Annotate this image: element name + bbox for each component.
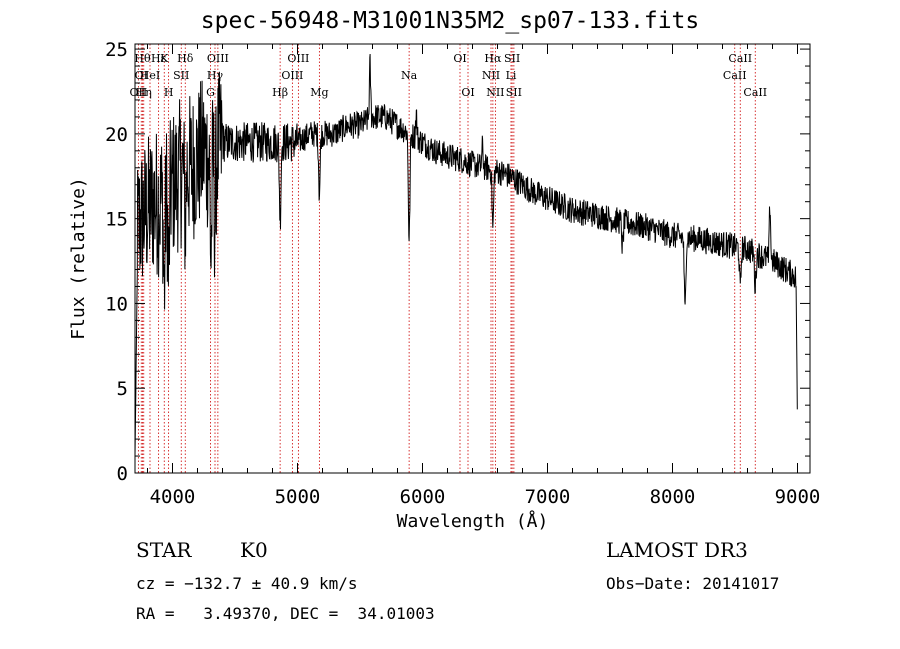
chart-title: spec-56948-M31001N35M2_sp07-133.fits — [200, 8, 700, 34]
y-tick-label: 10 — [105, 293, 128, 315]
line-label: OII — [130, 86, 148, 99]
spectrum-series — [135, 53, 798, 457]
y-tick-label: 15 — [105, 209, 128, 231]
y-axis-label: Flux (relative) — [68, 177, 89, 340]
line-label: CaII — [743, 86, 767, 99]
line-label: H — [164, 86, 174, 99]
sky-coordinates: RA = 3.49370, DEC = 34.01003 — [136, 604, 435, 623]
line-label: SII — [504, 52, 520, 65]
line-label: SII — [506, 86, 522, 99]
line-label: Hα — [484, 52, 502, 65]
y-tick-label: 20 — [105, 124, 128, 146]
line-label: SII — [173, 69, 189, 82]
line-label: G — [206, 86, 215, 99]
x-tick-label: 9000 — [775, 486, 821, 508]
line-label: Hδ — [177, 52, 194, 65]
plot-frame — [134, 43, 811, 474]
line-label: Hε — [151, 52, 167, 65]
y-tick-label: 0 — [117, 463, 128, 485]
x-tick-label: 8000 — [650, 486, 696, 508]
line-label: Mg — [310, 86, 328, 99]
object-type: STAR — [136, 538, 192, 562]
x-tick-label: 5000 — [275, 486, 321, 508]
line-label: HeI — [140, 69, 160, 82]
line-label: OIII — [287, 52, 309, 65]
line-label: OI — [461, 86, 474, 99]
line-label: OIII — [207, 52, 229, 65]
line-label: CaII — [723, 69, 747, 82]
survey-name: LAMOST DR3 — [606, 538, 748, 562]
line-label: Hγ — [207, 69, 224, 82]
line-label: OIII — [281, 69, 303, 82]
redshift-value: cz = −132.7 ± 40.9 km/s — [136, 574, 358, 593]
x-tick-label: 6000 — [400, 486, 446, 508]
line-label: OI — [453, 52, 466, 65]
line-label: NII — [482, 69, 500, 82]
x-tick-label: 4000 — [150, 486, 196, 508]
line-label: Na — [401, 69, 418, 82]
line-label: OI — [135, 69, 148, 82]
line-label: Li — [506, 69, 517, 82]
y-tick-label: 25 — [105, 39, 128, 61]
x-axis-label: Wavelength (Å) — [397, 510, 549, 532]
line-label: K — [160, 52, 169, 65]
line-label: Hβ — [272, 86, 288, 99]
line-label: CaII — [728, 52, 752, 65]
observation-date: Obs−Date: 20141017 — [606, 574, 780, 593]
spectral-subclass: K0 — [240, 538, 268, 562]
y-tick-label: 5 — [117, 378, 128, 400]
x-tick-label: 7000 — [525, 486, 571, 508]
line-label: Hθ — [134, 52, 151, 65]
line-label: NII — [486, 86, 504, 99]
line-label: Hη — [136, 86, 152, 99]
